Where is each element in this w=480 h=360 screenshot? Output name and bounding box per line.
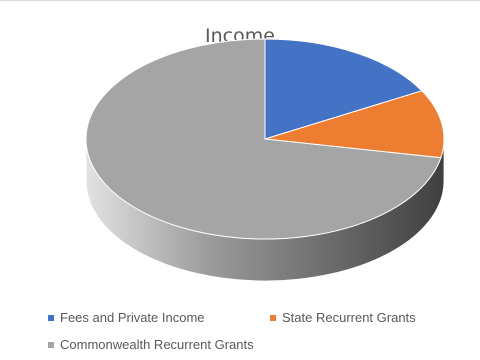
pie-layer [85, 38, 445, 282]
pie-slice-commonwealth-recurrent-grants [85, 38, 442, 240]
pie-slice-fees-and-private-income [264, 38, 423, 140]
pie-slice-state-recurrent-grants [264, 90, 445, 159]
top-divider [0, 0, 480, 1]
